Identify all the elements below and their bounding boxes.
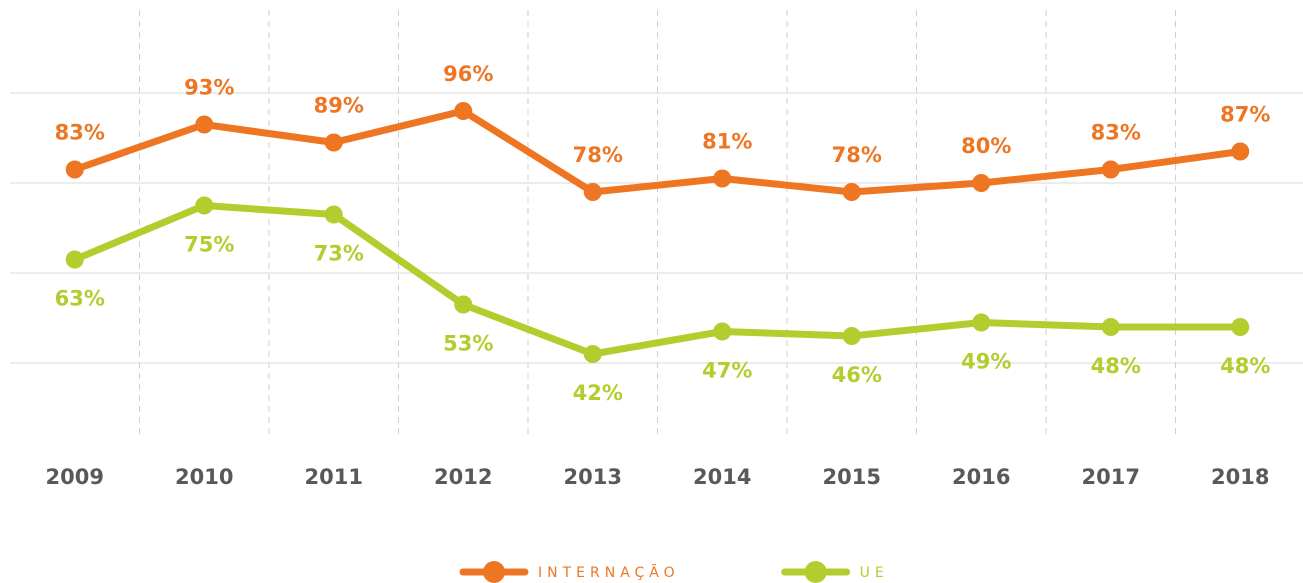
point xyxy=(1231,142,1250,161)
data-label: 42% xyxy=(573,381,623,405)
point xyxy=(65,250,84,269)
data-label: 87% xyxy=(1220,103,1270,127)
point xyxy=(1101,318,1120,336)
point xyxy=(324,133,343,152)
x-tick-label: 2018 xyxy=(1211,465,1269,489)
data-label: 75% xyxy=(184,233,234,257)
data-label: 48% xyxy=(1220,354,1270,378)
x-tick-label: 2010 xyxy=(175,465,233,489)
x-tick-label: 2009 xyxy=(46,465,104,489)
data-label: 63% xyxy=(55,287,105,311)
legend-marker xyxy=(483,561,505,583)
data-label: 96% xyxy=(443,62,493,86)
point xyxy=(842,327,861,345)
data-label: 49% xyxy=(961,350,1011,374)
point xyxy=(583,183,602,201)
data-label: 89% xyxy=(314,94,364,118)
x-tick-label: 2011 xyxy=(305,465,363,489)
point xyxy=(972,313,991,332)
point xyxy=(454,295,473,314)
point xyxy=(454,102,473,120)
data-label: 48% xyxy=(1091,354,1141,378)
x-tick-label: 2017 xyxy=(1082,465,1140,489)
data-label: 81% xyxy=(702,130,752,154)
data-label: 83% xyxy=(1091,121,1141,145)
x-tick-label: 2016 xyxy=(952,465,1010,489)
legend-marker xyxy=(804,561,827,583)
data-label: 73% xyxy=(314,242,364,266)
point xyxy=(65,160,84,179)
legend-label: INTERNAÇÃO xyxy=(538,564,680,581)
point xyxy=(972,174,991,192)
point xyxy=(1101,160,1120,179)
data-label: 78% xyxy=(832,143,882,167)
point xyxy=(713,169,732,188)
data-label: 78% xyxy=(573,143,623,167)
x-tick-label: 2012 xyxy=(434,465,492,489)
x-tick-label: 2015 xyxy=(823,465,881,489)
point xyxy=(324,205,343,224)
point xyxy=(842,183,861,201)
point xyxy=(195,115,214,134)
data-label: 53% xyxy=(443,332,493,356)
point xyxy=(713,322,732,341)
series-line xyxy=(73,107,1241,196)
legend-label: UE xyxy=(860,565,889,581)
data-label: 47% xyxy=(702,359,752,383)
x-tick-label: 2014 xyxy=(693,465,751,489)
series-line xyxy=(73,202,1241,358)
data-label: 80% xyxy=(961,134,1011,158)
data-label: 93% xyxy=(184,76,234,100)
point xyxy=(1231,318,1250,336)
point xyxy=(195,196,214,215)
data-label: 83% xyxy=(55,121,105,145)
x-tick-label: 2013 xyxy=(564,465,622,489)
data-label: 46% xyxy=(832,363,882,387)
point xyxy=(583,345,602,363)
